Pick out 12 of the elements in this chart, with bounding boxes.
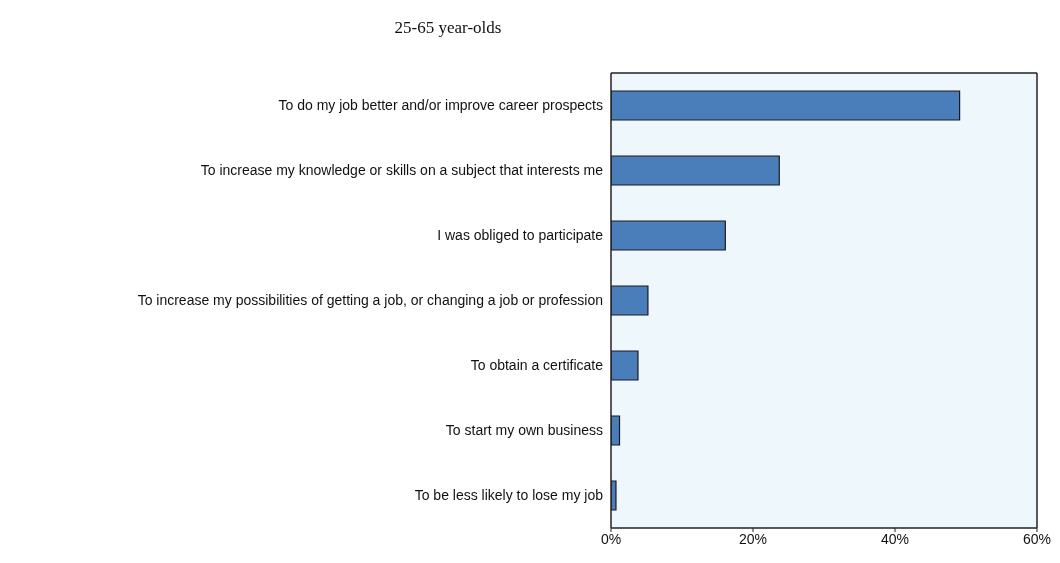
x-tick-label: 20% bbox=[738, 530, 768, 547]
y-tick-label: To increase my knowledge or skills on a subject that interests me bbox=[200, 162, 604, 179]
x-tick-label: 0% bbox=[600, 530, 622, 547]
x-tick-label: 60% bbox=[1022, 530, 1052, 547]
x-tick-label: 40% bbox=[880, 530, 910, 547]
y-tick-label: To be less likely to lose my job bbox=[414, 487, 604, 504]
y-tick-label: To do my job better and/or improve career prospects bbox=[278, 97, 603, 114]
y-tick-label: To increase my possibilities of getting a job, or changing a job or profession bbox=[137, 292, 603, 309]
y-tick-label: I was obliged to participate bbox=[437, 227, 604, 244]
y-tick-label: To start my own business bbox=[445, 422, 603, 439]
y-tick-label: To obtain a certificate bbox=[470, 357, 604, 374]
text: 25-65 year-olds bbox=[393, 17, 503, 39]
